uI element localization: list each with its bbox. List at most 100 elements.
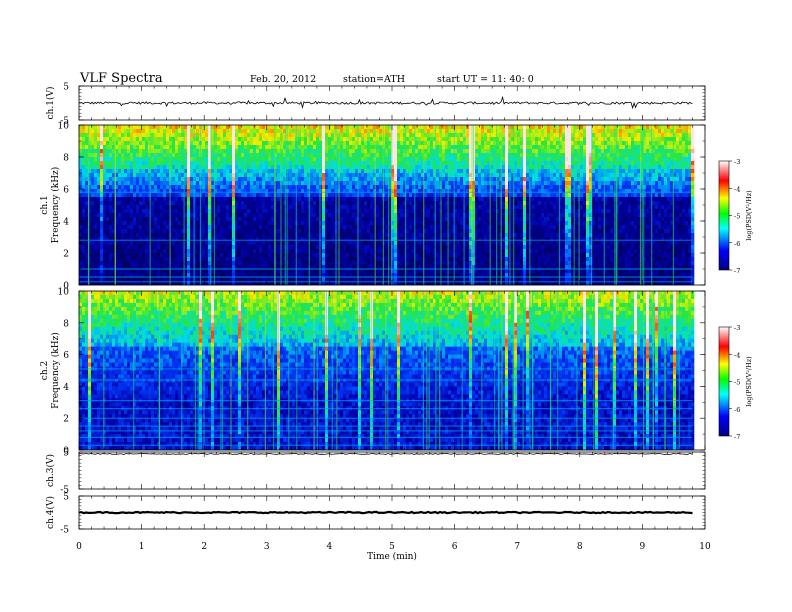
spectrogram-cell (151, 193, 155, 198)
spectrogram-cell (106, 201, 110, 206)
spectrogram-cell (97, 257, 101, 262)
spectrogram-cell (217, 149, 221, 154)
spectrogram-cell (370, 217, 374, 222)
spectrogram-cell (370, 213, 374, 218)
spectrogram-cell (82, 137, 86, 142)
spectrogram-cell (133, 237, 137, 242)
spectrogram-cell (370, 261, 374, 266)
spectrogram-cell (118, 137, 122, 142)
spectrogram-cell (130, 125, 134, 130)
spectrogram-cell (130, 265, 134, 270)
spectrogram-cell (121, 197, 125, 202)
spectrogram-cell (355, 125, 359, 130)
spectrogram-cell (145, 165, 149, 170)
spectrogram-cell (91, 249, 95, 254)
spectrogram-cell (442, 177, 446, 182)
spectrogram-cell (325, 133, 329, 138)
spectrogram-cell (394, 165, 398, 170)
spectrogram-cell (124, 265, 128, 270)
spectrogram-cell (391, 233, 395, 238)
spectrogram-cell (154, 217, 158, 222)
spectrogram-cell (223, 185, 227, 190)
spectrogram-cell (250, 165, 254, 170)
spectrogram-cell (235, 269, 239, 274)
spectrogram-cell (376, 253, 380, 258)
spectrogram-cell (115, 253, 119, 258)
spectrogram-cell (262, 273, 266, 278)
spectrogram-cell (133, 261, 137, 266)
spectrogram-cell (325, 145, 329, 150)
spectrogram-cell (427, 241, 431, 246)
spectrogram-cell (331, 225, 335, 230)
spectrogram-cell (397, 181, 401, 186)
spectrogram-cell (238, 129, 242, 134)
spectrogram-cell (283, 149, 287, 154)
spectrogram-cell (277, 169, 281, 174)
spectrogram-cell (430, 205, 434, 210)
spectrogram-cell (361, 257, 365, 262)
spectrogram-cell (355, 245, 359, 250)
spectrogram-cell (319, 137, 323, 142)
spectrogram-cell (406, 249, 410, 254)
spectrogram-cell (448, 257, 452, 262)
spectrogram-cell (427, 177, 431, 182)
spectrogram-cell (157, 181, 161, 186)
spectrogram-cell (442, 249, 446, 254)
spectrogram-cell (424, 181, 428, 186)
spectrogram-cell (154, 201, 158, 206)
spectrogram-cell (421, 177, 425, 182)
spectrogram-cell (136, 149, 140, 154)
spectrogram-cell (391, 189, 395, 194)
spectrogram-cell (121, 185, 125, 190)
spectrogram-cell (301, 241, 305, 246)
spectrogram-cell (151, 169, 155, 174)
spectrogram-cell (304, 237, 308, 242)
spectrogram-cell (400, 245, 404, 250)
spectrogram-cell (436, 205, 440, 210)
spectrogram-cell (208, 165, 212, 170)
spectrogram-cell (115, 265, 119, 270)
spectrogram-cell (325, 193, 329, 198)
spectrogram-cell (352, 277, 356, 282)
spectrogram-cell (307, 257, 311, 262)
spectrogram-cell (358, 137, 362, 142)
spectrogram-cell (307, 177, 311, 182)
spectrogram-cell (241, 245, 245, 250)
spectrogram-cell (211, 213, 215, 218)
spectrogram-cell (145, 253, 149, 258)
spectrogram-cell (262, 217, 266, 222)
spectrogram-cell (406, 253, 410, 258)
spectrogram-cell (151, 177, 155, 182)
spectrogram-cell (253, 205, 257, 210)
spectrogram-cell (355, 201, 359, 206)
spectrogram-cell (139, 209, 143, 214)
spectrogram-cell (349, 265, 353, 270)
spectrogram-cell (259, 245, 263, 250)
spectrogram-cell (145, 217, 149, 222)
spectrogram-cell (265, 253, 269, 258)
spectrogram-cell (328, 173, 332, 178)
spectrogram-cell (130, 169, 134, 174)
spectrogram-cell (94, 157, 98, 162)
spectrogram-cell (196, 193, 200, 198)
spectrogram-cell (394, 229, 398, 234)
spectrogram-cell (340, 161, 344, 166)
spectrogram-cell (253, 213, 257, 218)
spectrogram-cell (133, 253, 137, 258)
spectrogram-cell (433, 205, 437, 210)
spectrogram-cell (331, 153, 335, 158)
spectrogram-cell (127, 213, 131, 218)
spectrogram-cell (244, 165, 248, 170)
spectrogram-cell (133, 201, 137, 206)
spectrogram-cell (235, 249, 239, 254)
spectrogram-cell (181, 125, 185, 130)
spectrogram-cell (427, 149, 431, 154)
spectrogram-cell (178, 201, 182, 206)
spectrogram-cell (265, 273, 269, 278)
spectrogram-cell (136, 153, 140, 158)
spectrogram-cell (238, 241, 242, 246)
spectrogram-cell (418, 137, 422, 142)
spectrogram-cell (112, 125, 116, 130)
spectrogram-cell (310, 169, 314, 174)
spectrogram-cell (361, 161, 365, 166)
